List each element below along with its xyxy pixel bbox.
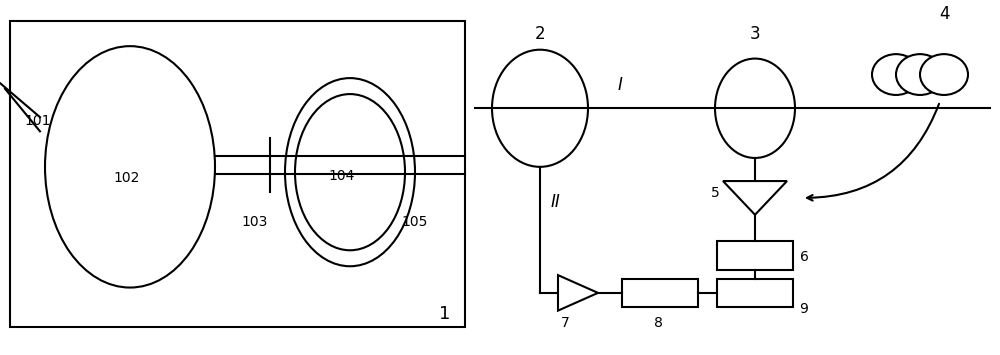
Text: 8: 8 — [654, 316, 662, 330]
Text: 105: 105 — [402, 215, 428, 229]
Text: 4: 4 — [940, 5, 950, 23]
Text: 101: 101 — [25, 114, 51, 128]
Text: 103: 103 — [242, 215, 268, 229]
Text: 2: 2 — [535, 25, 545, 43]
Text: 104: 104 — [329, 169, 355, 183]
Polygon shape — [558, 275, 598, 311]
Text: 102: 102 — [114, 170, 140, 185]
Text: 6: 6 — [800, 250, 808, 264]
Ellipse shape — [492, 50, 588, 167]
Ellipse shape — [715, 59, 795, 158]
Polygon shape — [723, 181, 787, 215]
Bar — [717, 241, 793, 270]
Text: 5: 5 — [711, 186, 719, 201]
Ellipse shape — [295, 94, 405, 250]
Ellipse shape — [896, 54, 944, 95]
Text: 7: 7 — [561, 316, 569, 330]
Text: II: II — [550, 193, 560, 211]
Bar — [622, 279, 698, 307]
Text: I: I — [618, 76, 622, 94]
Text: 3: 3 — [750, 25, 760, 43]
Text: 9: 9 — [800, 302, 808, 316]
Ellipse shape — [872, 54, 920, 95]
Bar — [717, 279, 793, 307]
Text: 1: 1 — [439, 305, 451, 323]
Ellipse shape — [920, 54, 968, 95]
